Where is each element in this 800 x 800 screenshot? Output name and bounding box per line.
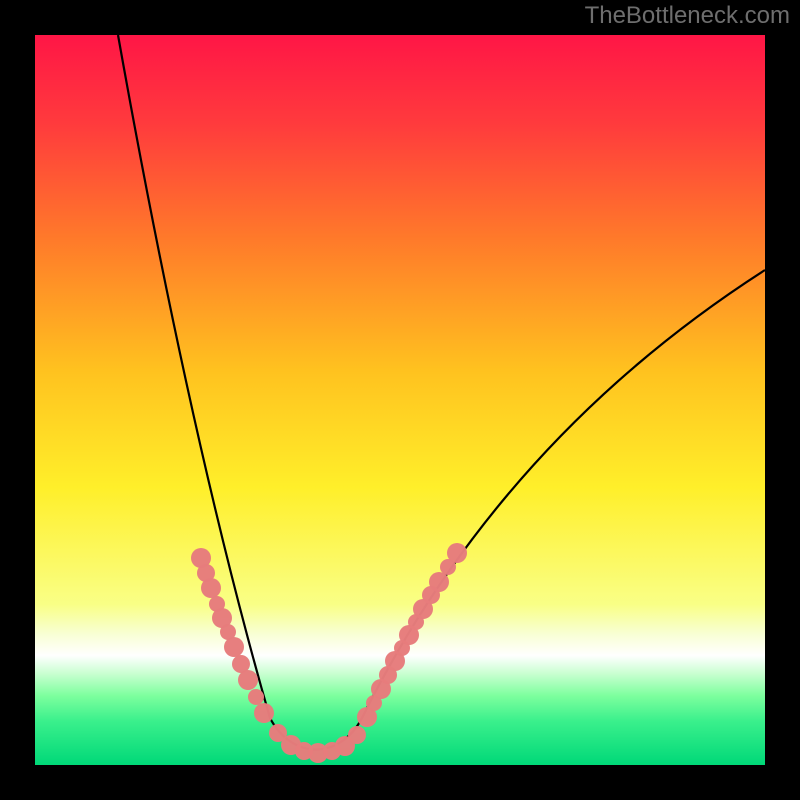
watermark-text: TheBottleneck.com bbox=[585, 2, 790, 30]
data-dot bbox=[348, 726, 366, 744]
data-dot bbox=[429, 572, 449, 592]
data-dot bbox=[447, 543, 467, 563]
data-dot bbox=[224, 637, 244, 657]
data-dot bbox=[201, 578, 221, 598]
data-dot bbox=[238, 670, 258, 690]
data-dot bbox=[254, 703, 274, 723]
chart-container: TheBottleneck.com bbox=[0, 0, 800, 800]
chart-svg bbox=[0, 0, 800, 800]
data-dot bbox=[248, 689, 264, 705]
